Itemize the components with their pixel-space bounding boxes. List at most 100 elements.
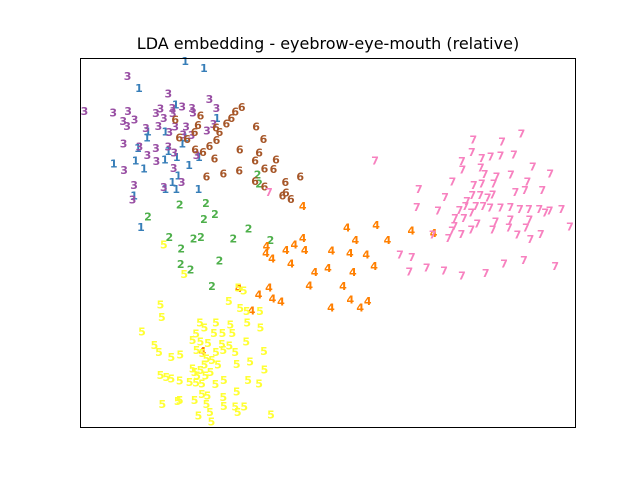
data-point-class-7: 7 bbox=[546, 204, 554, 217]
data-point-class-5: 5 bbox=[261, 363, 269, 376]
data-point-class-5: 5 bbox=[162, 371, 170, 384]
data-point-class-5: 5 bbox=[243, 305, 251, 318]
data-point-class-2: 2 bbox=[216, 254, 224, 267]
data-point-class-3: 3 bbox=[124, 70, 132, 83]
data-point-class-7: 7 bbox=[429, 228, 437, 241]
data-point-class-5: 5 bbox=[207, 366, 215, 379]
data-point-class-6: 6 bbox=[261, 181, 269, 194]
data-point-class-5: 5 bbox=[210, 327, 218, 340]
data-point-class-7: 7 bbox=[458, 155, 466, 168]
data-point-class-3: 3 bbox=[144, 149, 152, 162]
data-point-class-3: 3 bbox=[129, 194, 137, 207]
data-point-class-5: 5 bbox=[176, 349, 184, 362]
data-point-class-7: 7 bbox=[481, 168, 489, 181]
data-point-class-6: 6 bbox=[261, 163, 269, 176]
data-point-class-7: 7 bbox=[546, 168, 554, 181]
data-point-class-7: 7 bbox=[459, 164, 467, 177]
data-point-class-2: 2 bbox=[211, 208, 219, 221]
data-point-class-7: 7 bbox=[448, 225, 456, 238]
data-point-class-7: 7 bbox=[497, 150, 505, 163]
data-point-class-7: 7 bbox=[498, 136, 506, 149]
data-point-class-7: 7 bbox=[505, 221, 513, 234]
data-point-class-1: 1 bbox=[181, 131, 189, 144]
data-point-class-7: 7 bbox=[478, 152, 486, 165]
data-point-class-7: 7 bbox=[467, 224, 475, 237]
data-point-class-4: 4 bbox=[263, 240, 271, 253]
data-point-class-7: 7 bbox=[423, 262, 431, 275]
data-point-class-5: 5 bbox=[218, 338, 226, 351]
data-point-class-5: 5 bbox=[267, 409, 275, 422]
data-point-class-1: 1 bbox=[161, 183, 169, 196]
data-point-class-6: 6 bbox=[281, 176, 289, 189]
data-point-class-7: 7 bbox=[500, 258, 508, 271]
data-point-class-4: 4 bbox=[290, 239, 298, 252]
data-point-class-6: 6 bbox=[203, 171, 211, 184]
data-point-class-4: 4 bbox=[269, 293, 277, 306]
data-point-class-7: 7 bbox=[478, 177, 486, 190]
data-point-class-7: 7 bbox=[463, 195, 471, 208]
data-point-class-1: 1 bbox=[137, 221, 145, 234]
data-point-class-7: 7 bbox=[405, 265, 413, 278]
data-point-class-5: 5 bbox=[186, 376, 194, 389]
data-point-class-1: 1 bbox=[132, 154, 140, 167]
data-point-class-6: 6 bbox=[251, 154, 259, 167]
data-point-class-5: 5 bbox=[138, 326, 146, 339]
data-point-class-6: 6 bbox=[211, 153, 219, 166]
data-point-class-7: 7 bbox=[489, 224, 497, 237]
data-point-class-7: 7 bbox=[516, 203, 524, 216]
data-point-class-7: 7 bbox=[451, 220, 459, 233]
data-point-class-4: 4 bbox=[255, 288, 263, 301]
data-point-class-3: 3 bbox=[206, 93, 214, 106]
data-point-class-1: 1 bbox=[143, 131, 151, 144]
data-point-class-5: 5 bbox=[219, 327, 227, 340]
data-point-class-5: 5 bbox=[180, 268, 188, 281]
data-point-class-5: 5 bbox=[219, 344, 227, 357]
data-point-class-7: 7 bbox=[451, 212, 459, 225]
data-point-class-3: 3 bbox=[160, 112, 168, 125]
data-point-class-5: 5 bbox=[204, 390, 212, 403]
data-point-class-3: 3 bbox=[203, 124, 211, 137]
data-point-class-3: 3 bbox=[178, 101, 186, 114]
data-point-class-4: 4 bbox=[301, 244, 309, 257]
data-point-class-3: 3 bbox=[193, 149, 201, 162]
data-point-class-7: 7 bbox=[484, 191, 492, 204]
data-point-class-7: 7 bbox=[520, 254, 528, 267]
data-point-class-5: 5 bbox=[155, 346, 163, 359]
data-point-class-7: 7 bbox=[492, 215, 500, 228]
data-point-class-6: 6 bbox=[197, 110, 205, 123]
data-point-class-1: 1 bbox=[185, 159, 193, 172]
data-point-class-5: 5 bbox=[206, 406, 214, 419]
data-point-class-6: 6 bbox=[191, 144, 199, 157]
data-point-class-6: 6 bbox=[272, 154, 280, 167]
data-point-class-6: 6 bbox=[236, 144, 244, 157]
data-point-class-5: 5 bbox=[191, 366, 199, 379]
data-point-class-1: 1 bbox=[144, 126, 152, 139]
data-point-class-4: 4 bbox=[324, 262, 332, 275]
data-point-class-1: 1 bbox=[200, 62, 208, 75]
data-point-class-6: 6 bbox=[235, 165, 243, 178]
data-point-class-7: 7 bbox=[434, 204, 442, 217]
data-point-class-3: 3 bbox=[157, 103, 165, 116]
data-point-class-3: 3 bbox=[124, 105, 132, 118]
data-point-class-3: 3 bbox=[188, 102, 196, 115]
data-point-class-5: 5 bbox=[201, 359, 209, 372]
data-point-class-3: 3 bbox=[179, 129, 187, 142]
data-point-class-5: 5 bbox=[242, 336, 250, 349]
data-point-class-1: 1 bbox=[181, 55, 189, 68]
data-point-class-7: 7 bbox=[489, 188, 497, 201]
data-point-class-4: 4 bbox=[346, 247, 354, 260]
data-point-class-3: 3 bbox=[189, 106, 197, 119]
data-point-class-6: 6 bbox=[216, 126, 224, 139]
data-point-class-5: 5 bbox=[256, 305, 264, 318]
data-point-class-1: 1 bbox=[135, 82, 143, 95]
data-point-class-1: 1 bbox=[168, 176, 176, 189]
data-point-class-4: 4 bbox=[282, 244, 290, 257]
data-point-class-3: 3 bbox=[123, 120, 131, 133]
data-point-class-7: 7 bbox=[512, 186, 520, 199]
data-point-class-5: 5 bbox=[225, 295, 233, 308]
data-point-class-4: 4 bbox=[248, 305, 256, 318]
data-point-class-3: 3 bbox=[210, 118, 218, 131]
data-point-class-7: 7 bbox=[462, 200, 470, 213]
data-point-class-7: 7 bbox=[476, 189, 484, 202]
